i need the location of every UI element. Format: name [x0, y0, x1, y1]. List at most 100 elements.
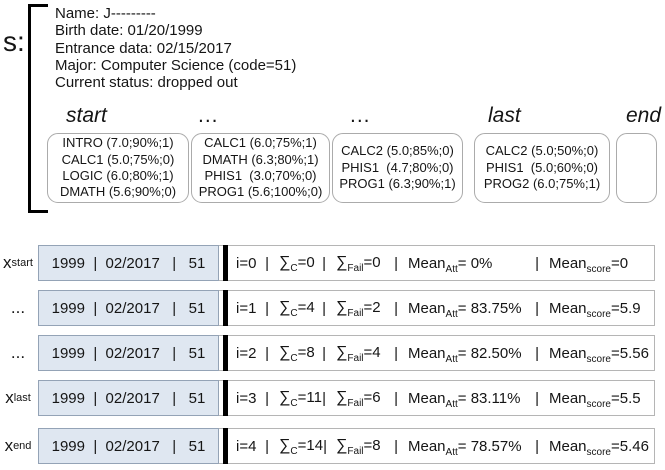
stat-symbol: Mean — [408, 389, 446, 407]
stat-sum-courses: ∑C=4 | — [279, 299, 336, 319]
stat-subscript: Att — [445, 263, 458, 275]
stat-mean-score: Meanscore=5.56 — [549, 345, 652, 365]
state-divider-bar — [223, 245, 228, 281]
stat-value-sum-courses: ∑C=4 — [279, 299, 315, 319]
student-info-line: Major: Computer Science (code=51) — [55, 56, 297, 74]
stat-mean-score: Meanscore=0 — [549, 254, 652, 275]
stat-value-i: i=2 — [236, 344, 257, 362]
stat-mean-score: Meanscore=5.5 — [549, 389, 652, 410]
state-divider-bar — [223, 290, 228, 326]
course-entry: CALC2 (5.0;85%;0) — [341, 143, 454, 159]
course-entry: DMATH (6.3;80%;1) — [202, 151, 319, 167]
term-label-ellipsis: ... — [350, 104, 371, 127]
term-box-end — [616, 133, 657, 203]
state-row-box: 1999 | 02/2017 | 51 i=2 | ∑C=8 | ∑Fail=4 | Mean… — [38, 335, 655, 371]
course-entry: PHIS1 (3.0;70%;0) — [204, 168, 317, 183]
state-row: x end 1999 | 02/2017 | 51 i=4 | ∑C=14 | ∑Fail=8… — [0, 428, 660, 464]
state-stats: i=4 | ∑C=14 | ∑Fail=8 | MeanAtt= 78.57% | Meansc… — [236, 429, 652, 463]
state-row: ... 1999 | 02/2017 | 51 i=2 | ∑C=8 | ∑Fail=4 | M… — [0, 335, 660, 371]
stat-i: i=3 | — [236, 390, 279, 407]
stat-subscript: C — [290, 398, 298, 409]
static-fields-cell: 1999 | 02/2017 | 51 — [38, 290, 219, 326]
course-entry: PHIS1 (5.0;60%;0) — [486, 159, 598, 175]
state-stats: i=0 | ∑C=0 | ∑Fail=0 | MeanAtt= 0% | Meanscore=0 — [236, 246, 652, 280]
student-info-line: Birth date: 01/20/1999 — [55, 22, 203, 40]
term-label-last: last — [488, 104, 521, 127]
stat-i: i=1 | — [236, 300, 279, 317]
state-row-box: 1999 | 02/2017 | 51 i=3 | ∑C=11 | ∑Fail=6 | Mea… — [38, 380, 655, 416]
course-entry: LOGIC (6.0;80%;1) — [62, 168, 174, 183]
student-info-line: Entrance data: 02/15/2017 — [55, 39, 232, 57]
stat-symbol: ∑ — [279, 299, 291, 316]
stat-value-sum-fail: ∑Fail=2 — [336, 299, 381, 319]
state-row-label: ... — [10, 343, 26, 362]
stat-subscript: score — [586, 446, 611, 458]
state-row: x last 1999 | 02/2017 | 51 i=3 | ∑C=11 | ∑Fail=… — [0, 380, 660, 416]
stat-symbol: Mean — [408, 437, 446, 455]
course-entry: CALC2 (5.0;50%;0) — [485, 143, 599, 159]
term-label-ellipsis: ... — [198, 104, 219, 127]
pipe-separator: | — [394, 344, 398, 362]
student-info-line: Name: J--------- — [55, 5, 156, 22]
stat-mean-att: MeanAtt= 82.50% | — [408, 344, 549, 365]
term-label-end: end — [626, 104, 662, 127]
stat-value-sum-courses: ∑C=14 — [279, 437, 324, 457]
stat-symbol: Mean — [549, 299, 587, 317]
stat-subscript: Att — [445, 308, 458, 320]
course-entry: INTRO (7.0;90%;1) — [62, 135, 174, 151]
term-label-start: start — [66, 104, 107, 127]
term-box-start: INTRO (7.0;90%;1) CALC1 (5.0;75%;0) LOGIC … — [47, 133, 189, 203]
state-divider-bar — [223, 380, 228, 416]
stat-subscript: C — [290, 446, 298, 457]
stat-symbol: ∑ — [336, 344, 348, 361]
stat-value-mean-score: Meanscore=5.46 — [549, 437, 649, 458]
state-row-box: 1999 | 02/2017 | 51 i=0 | ∑C=0 | ∑Fail=0 | Mean… — [38, 245, 655, 281]
pipe-separator: | — [265, 254, 269, 272]
stat-symbol: Mean — [408, 254, 446, 272]
stat-subscript: Fail — [347, 263, 364, 274]
course-entry: PROG2 (6.0;75%;1) — [483, 176, 601, 192]
stat-subscript: score — [586, 353, 611, 365]
stat-symbol: Mean — [549, 389, 587, 407]
stat-subscript: Fail — [347, 398, 364, 409]
stat-symbol: Mean — [408, 344, 446, 362]
stat-subscript: score — [586, 308, 611, 320]
stat-symbol: ∑ — [336, 389, 348, 406]
stat-mean-att: MeanAtt= 83.75% | — [408, 299, 549, 320]
stat-value-sum-fail: ∑Fail=8 — [336, 437, 381, 457]
stat-value-sum-fail: ∑Fail=6 — [336, 389, 381, 409]
stat-symbol: ∑ — [279, 344, 291, 361]
stat-sum-fail: ∑Fail=4 | — [336, 344, 408, 364]
stat-value-i: i=0 — [236, 254, 257, 272]
state-row-label: x last — [5, 388, 31, 407]
stat-sum-courses: ∑C=11 | — [279, 389, 336, 409]
stat-value-mean-att: MeanAtt= 82.50% — [408, 344, 522, 365]
stat-value-mean-att: MeanAtt= 78.57% — [408, 437, 522, 458]
static-fields-cell: 1999 | 02/2017 | 51 — [38, 245, 219, 281]
stat-mean-att: MeanAtt= 78.57% | — [408, 437, 549, 458]
course-entry: DMATH (5.6;90%;0) — [59, 184, 177, 200]
stat-subscript: score — [586, 263, 611, 275]
student-info: Name: J--------- Birth date: 01/20/1999 En… — [55, 5, 296, 91]
state-stats: i=1 | ∑C=4 | ∑Fail=2 | MeanAtt= 83.75% | Meansco… — [236, 291, 652, 325]
stat-symbol: Mean — [549, 254, 587, 272]
stat-value-mean-score: Meanscore=0 — [549, 254, 629, 275]
stat-subscript: Fail — [347, 353, 364, 364]
stat-value-mean-att: MeanAtt= 83.75% — [408, 299, 522, 320]
stat-i: i=2 | — [236, 345, 279, 362]
course-entry: CALC1 (6.0;75%;1) — [204, 135, 317, 151]
stat-i: i=4 | — [236, 438, 279, 455]
stat-symbol: ∑ — [336, 437, 348, 454]
pipe-separator: | — [322, 389, 326, 407]
stat-subscript: Fail — [347, 308, 364, 319]
stat-symbol: ∑ — [336, 299, 348, 316]
state-divider-bar — [223, 428, 228, 464]
stat-value-mean-score: Meanscore=5.5 — [549, 389, 641, 410]
stat-sum-fail: ∑Fail=2 | — [336, 299, 408, 319]
stat-subscript: Att — [445, 446, 458, 458]
student-info-line: Current status: dropped out — [55, 74, 238, 92]
stat-sum-courses: ∑C=14 | — [279, 437, 336, 457]
pipe-separator: | — [535, 437, 539, 455]
term-box-last: CALC2 (5.0;50%;0) PHIS1 (5.0;60%;0) PROG2 … — [474, 133, 610, 203]
stat-value-sum-courses: ∑C=11 — [279, 389, 322, 409]
